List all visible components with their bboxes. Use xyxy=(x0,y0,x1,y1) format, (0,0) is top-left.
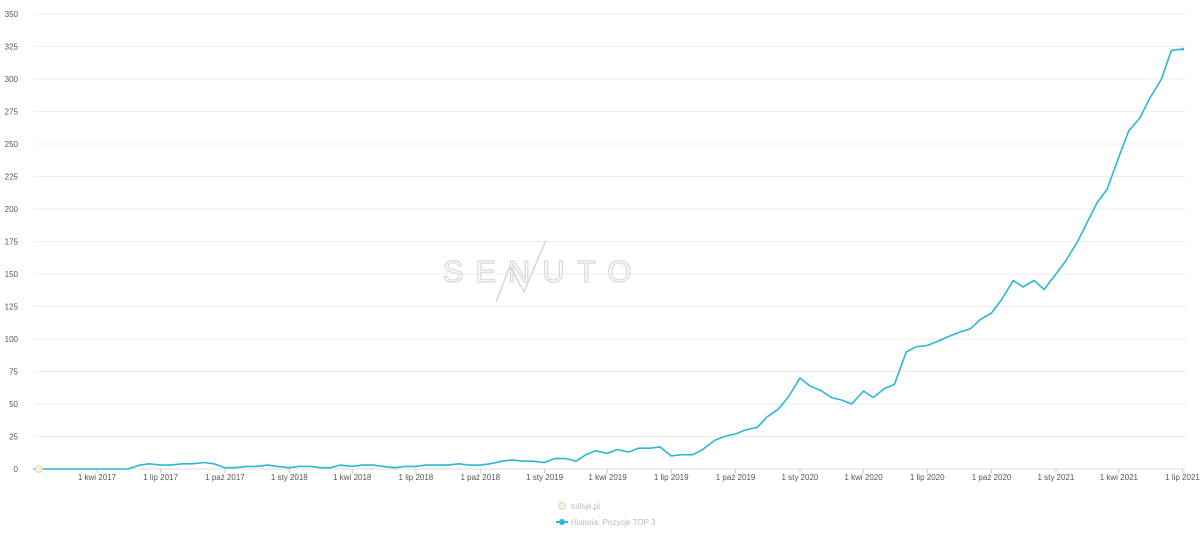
x-tick-label: 1 sty 2020 xyxy=(781,473,818,482)
x-tick-label: 1 lip 2019 xyxy=(654,473,689,482)
y-tick-label: 75 xyxy=(9,368,18,377)
chart-legend: tullsje.pl Historia: Pozycje TOP 3 xyxy=(556,498,655,530)
y-tick-label: 125 xyxy=(5,303,19,312)
y-tick-label: 325 xyxy=(5,43,19,52)
x-tick-label: 1 kwi 2017 xyxy=(78,473,117,482)
x-tick-label: 1 lip 2021 xyxy=(1165,473,1200,482)
y-tick-label: 0 xyxy=(14,465,19,474)
legend-circle-icon xyxy=(556,502,568,510)
y-tick-label: 275 xyxy=(5,108,19,117)
legend-label-tullsje: tullsje.pl xyxy=(571,501,600,511)
x-tick-label: 1 paź 2020 xyxy=(972,473,1012,482)
x-tick-label: 1 lip 2020 xyxy=(910,473,945,482)
x-tick-label: 1 kwi 2018 xyxy=(333,473,372,482)
x-tick-label: 1 lip 2018 xyxy=(399,473,434,482)
y-tick-label: 25 xyxy=(9,433,18,442)
x-tick-label: 1 paź 2019 xyxy=(716,473,756,482)
series-layer xyxy=(33,47,1185,473)
x-tick-label: 1 kwi 2019 xyxy=(588,473,627,482)
senuto-watermark: SENUTO xyxy=(442,239,644,303)
y-tick-label: 175 xyxy=(5,238,19,247)
x-tick-label: 1 lip 2017 xyxy=(143,473,178,482)
y-tick-label: 300 xyxy=(5,75,19,84)
y-tick-label: 350 xyxy=(5,10,19,19)
y-tick-label: 250 xyxy=(5,140,19,149)
x-tick-label: 1 sty 2018 xyxy=(271,473,308,482)
y-tick-label: 225 xyxy=(5,173,19,182)
series-point-tullsje[interactable] xyxy=(34,465,43,473)
legend-item-top3[interactable]: Historia: Pozycje TOP 3 xyxy=(556,514,655,530)
watermark-logo-stroke xyxy=(495,239,547,303)
legend-label-top3: Historia: Pozycje TOP 3 xyxy=(571,517,656,527)
series-end-point[interactable] xyxy=(1181,47,1185,51)
watermark-text: SENUTO xyxy=(443,254,644,289)
grid-lines xyxy=(34,13,1186,470)
x-tick-label: 1 sty 2021 xyxy=(1037,473,1074,482)
x-tick-label: 1 paź 2018 xyxy=(460,473,500,482)
y-tick-label: 200 xyxy=(5,205,19,214)
x-axis: 1 kwi 2017 1 lip 2017 1 paź 2017 1 sty 2018… xyxy=(78,469,1200,482)
y-tick-label: 50 xyxy=(9,400,18,409)
y-tick-label: 150 xyxy=(5,270,19,279)
x-tick-label: 1 paź 2017 xyxy=(205,473,245,482)
x-tick-label: 1 kwi 2020 xyxy=(844,473,883,482)
series-line-top3[interactable] xyxy=(33,48,1184,470)
x-tick-label: 1 kwi 2021 xyxy=(1100,473,1139,482)
legend-line-icon xyxy=(556,518,568,526)
y-tick-label: 100 xyxy=(5,335,19,344)
legend-item-tullsje[interactable]: tullsje.pl xyxy=(556,498,655,514)
x-tick-label: 1 sty 2019 xyxy=(526,473,563,482)
y-axis: 0 25 50 75 100 125 150 175 200 225 250 275 300 325 350 xyxy=(5,10,19,474)
